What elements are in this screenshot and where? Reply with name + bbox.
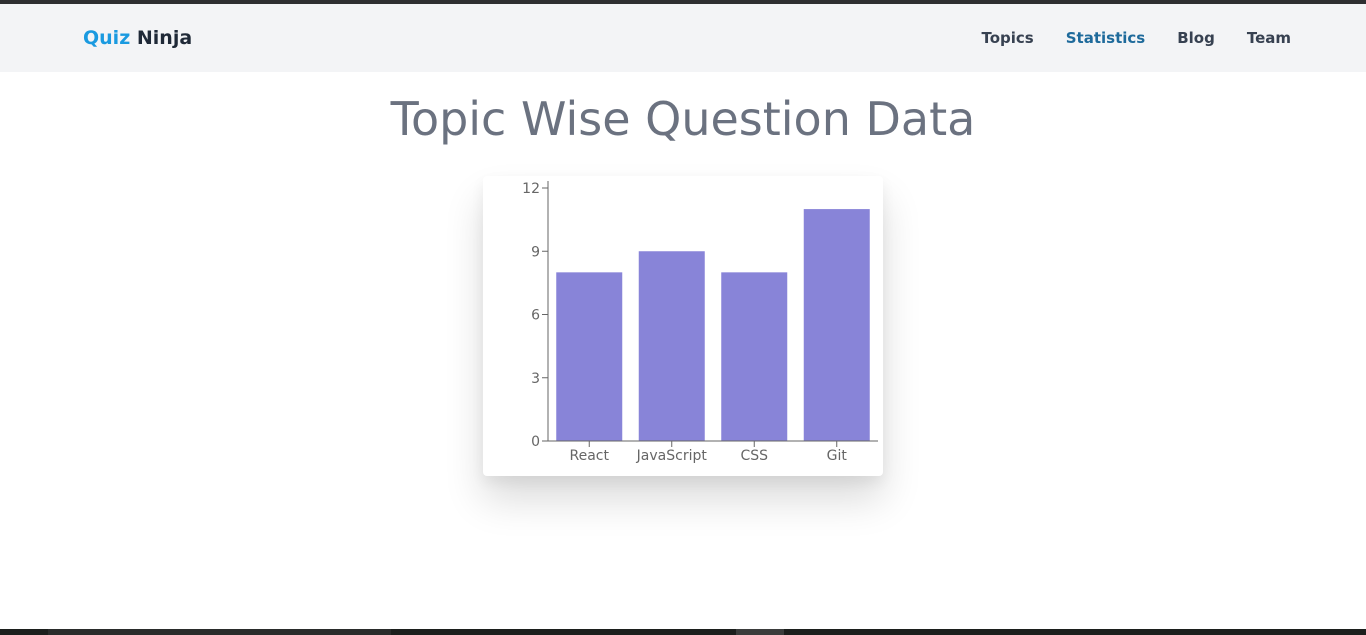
nav-link-blog[interactable]: Blog xyxy=(1177,29,1215,47)
chart-bar xyxy=(803,209,870,441)
chart-bar xyxy=(638,251,705,441)
navbar: Quiz Ninja Topics Statistics Blog Team xyxy=(0,4,1366,72)
nav-links: Topics Statistics Blog Team xyxy=(981,28,1291,48)
x-tick-label: React xyxy=(570,448,610,464)
chart-card: 0 3 6 9 12 React JavaScript CSS Git xyxy=(483,176,883,476)
taskbar xyxy=(0,629,1366,635)
taskbar-segment xyxy=(736,629,784,635)
x-tick-label: CSS xyxy=(740,448,768,464)
y-tick-label: 12 xyxy=(522,181,540,197)
chart-bar xyxy=(721,272,788,441)
y-tick-label: 3 xyxy=(531,371,540,387)
window-top-strip xyxy=(0,0,1366,4)
bar-chart: 0 3 6 9 12 React JavaScript CSS Git xyxy=(522,181,878,464)
y-tick-label: 6 xyxy=(531,308,540,324)
y-tick-label: 9 xyxy=(531,244,540,260)
page-title: Topic Wise Question Data xyxy=(390,92,976,146)
chart-bar xyxy=(556,272,623,441)
y-tick-label: 0 xyxy=(531,434,540,450)
brand-logo[interactable]: Quiz Ninja xyxy=(83,26,192,50)
brand-ninja: Ninja xyxy=(136,27,193,49)
x-tick-label: Git xyxy=(827,448,848,464)
taskbar-segment xyxy=(48,629,391,635)
nav-link-statistics[interactable]: Statistics xyxy=(1065,29,1146,47)
brand-quiz: Quiz xyxy=(83,27,131,49)
x-tick-label: JavaScript xyxy=(636,448,708,464)
nav-link-team[interactable]: Team xyxy=(1246,29,1291,47)
nav-link-topics[interactable]: Topics xyxy=(981,29,1034,47)
